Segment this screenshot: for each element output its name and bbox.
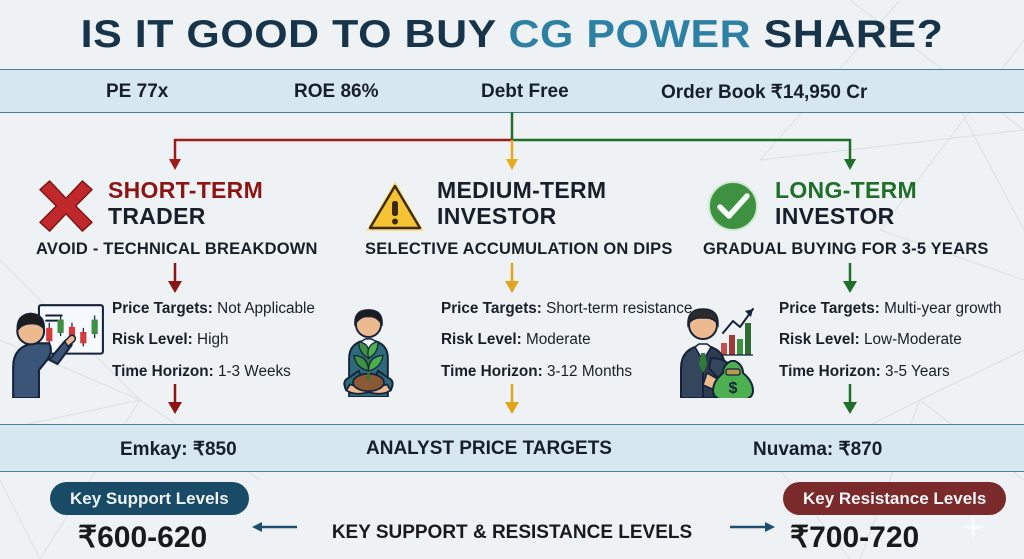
svg-text:$: $ (729, 380, 738, 397)
